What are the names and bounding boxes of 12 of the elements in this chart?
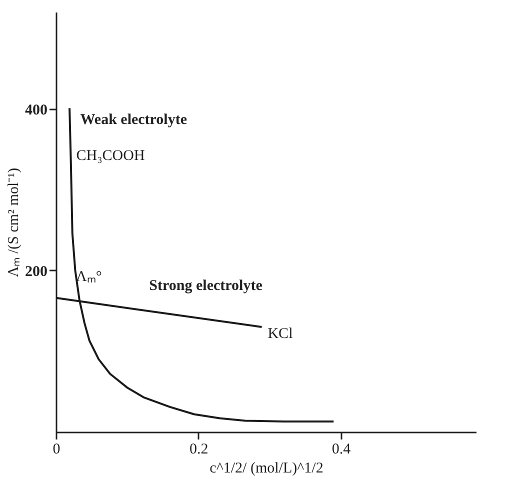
y-axis-title: Λₘ /(S cm² mol⁻¹)	[6, 168, 22, 278]
x-tick-label: 0.2	[190, 442, 208, 458]
x-tick-label: 0	[52, 442, 60, 458]
annotation: Weak electrolyte	[80, 112, 188, 128]
annotation: Λₘ°	[76, 268, 102, 285]
annotation: CH₃COOH	[76, 148, 145, 164]
annotation: Strong electrolyte	[149, 278, 263, 294]
annotation: KCl	[268, 326, 293, 342]
y-tick-label: 400	[25, 102, 48, 118]
x-tick-label: 0.4	[332, 442, 352, 458]
x-axis-title: c^1/2/ (mol/L)^1/2	[210, 460, 324, 476]
y-tick-label: 200	[25, 264, 48, 280]
